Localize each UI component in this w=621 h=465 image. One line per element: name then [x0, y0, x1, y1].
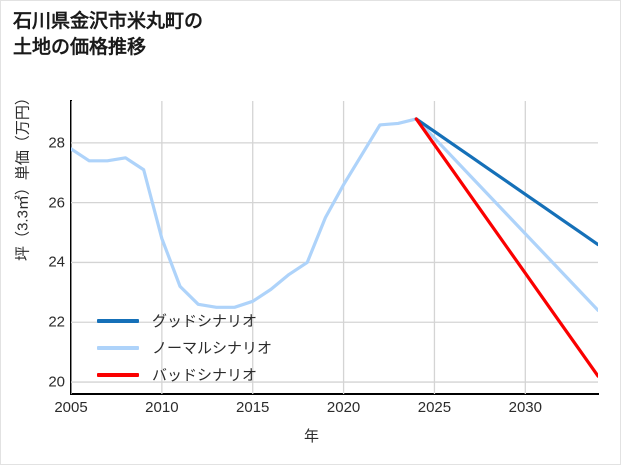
series-lines — [71, 117, 598, 378]
page-title: 石川県金沢市米丸町の 土地の価格推移 — [13, 11, 204, 58]
y-tick-label: 26 — [48, 194, 65, 212]
x-tick-label: 2030 — [508, 399, 542, 416]
y-axis-label: 坪（3.3㎡）単価（万円） — [14, 90, 32, 261]
legend-item[interactable]: ノーマルシナリオ — [97, 338, 272, 357]
x-tick-label: 2020 — [326, 399, 361, 416]
x-axis-spine — [70, 393, 599, 395]
legend-item-label: バッドシナリオ — [152, 367, 258, 384]
y-axis-tick-labels: 20 22 24 26 28 — [1, 1, 65, 464]
plot-area — [71, 101, 598, 394]
legend-color-swatch — [97, 345, 139, 350]
chart-legend: グッドシナリオ ノーマルシナリオ バッドシナリオ — [97, 311, 272, 384]
series-line-グッドシナリオ — [414, 117, 598, 247]
series-line-バッドシナリオ — [414, 117, 598, 378]
legend-color-swatch — [97, 318, 139, 323]
legend-color-swatch — [97, 372, 139, 377]
y-tick-label: 20 — [48, 373, 65, 391]
y-tick-label: 24 — [48, 253, 65, 271]
y-tick-label: 28 — [48, 134, 65, 152]
y-tick-label: 22 — [48, 313, 65, 331]
legend-item-label: グッドシナリオ — [152, 313, 258, 330]
x-tick-label: 2010 — [145, 399, 179, 416]
x-axis-label: 年 — [303, 428, 319, 445]
x-tick-label: 2025 — [417, 399, 452, 416]
x-tick-label: 2005 — [54, 399, 88, 416]
legend-item[interactable]: グッドシナリオ — [97, 311, 272, 330]
chart-lines-svg — [71, 101, 598, 394]
legend-item[interactable]: バッドシナリオ — [97, 365, 272, 384]
x-tick-label: 2015 — [236, 399, 270, 416]
series-line-ノーマルシナリオ — [71, 117, 598, 312]
legend-item-label: ノーマルシナリオ — [152, 340, 273, 357]
